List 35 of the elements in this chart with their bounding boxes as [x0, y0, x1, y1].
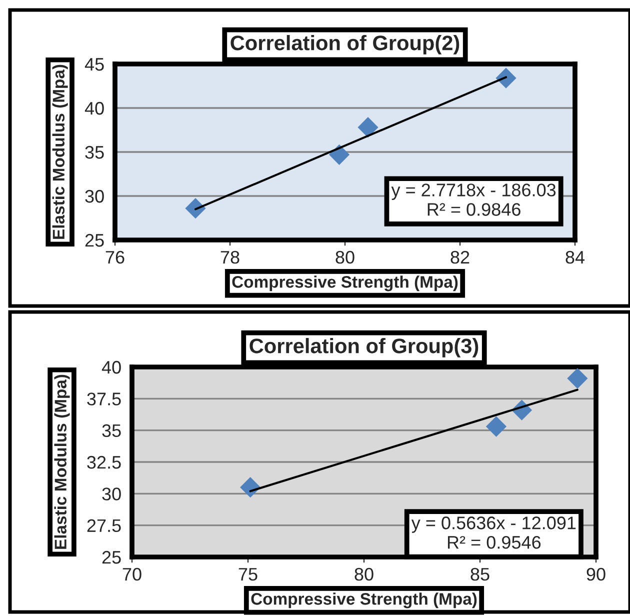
x-tick-label: 82: [450, 250, 470, 264]
y-tick-label: 25: [102, 550, 121, 564]
y-tick-label: 30: [85, 190, 104, 203]
x-tick-label: 84: [566, 250, 585, 264]
x-axis-title: Compressive Strength (Mpa): [251, 592, 477, 608]
y-axis-title: Elastic Modulus (Mpa): [54, 374, 70, 549]
y-tick-label: 37.5: [87, 392, 121, 406]
annotation: y = 0.5636x - 12.091 R² = 0.9546: [411, 516, 576, 549]
y-tick-label: 30: [102, 488, 121, 500]
chart-title: Correlation of Group(3): [250, 338, 478, 358]
x-tick-label: 85: [470, 568, 490, 581]
x-tick-label: 70: [122, 568, 142, 581]
point: [185, 198, 206, 219]
y-tick-label: 32.5: [87, 456, 121, 469]
annotation: y = 2.7718x - 186.03 R² = 0.9846: [391, 184, 556, 216]
point: [496, 68, 516, 88]
point: [567, 368, 588, 389]
x-tick-label: 80: [354, 568, 374, 581]
x-tick-label: 78: [220, 250, 240, 264]
y-tick-label: 40: [84, 102, 104, 115]
x-tick-label: 90: [586, 568, 606, 581]
x-tick-label: 80: [336, 250, 354, 264]
y-tick-label: 35: [102, 424, 121, 438]
y-tick-label: 27.5: [87, 519, 121, 532]
y-tick-label: 45: [84, 58, 104, 71]
y-tick-label: 35: [85, 146, 104, 159]
y-axis-title: Elastic Modulus (Mpa): [52, 64, 68, 239]
chart-title: Correlation of Group(2): [230, 35, 460, 54]
point: [486, 416, 507, 437]
point: [358, 117, 378, 138]
y-tick-label: 25: [85, 234, 104, 247]
x-axis-title: Compressive Strength (Mpa): [232, 276, 458, 292]
x-tick-label: 75: [238, 568, 258, 581]
x-tick-label: 76: [106, 250, 124, 264]
y-tick-label: 40: [102, 360, 121, 374]
